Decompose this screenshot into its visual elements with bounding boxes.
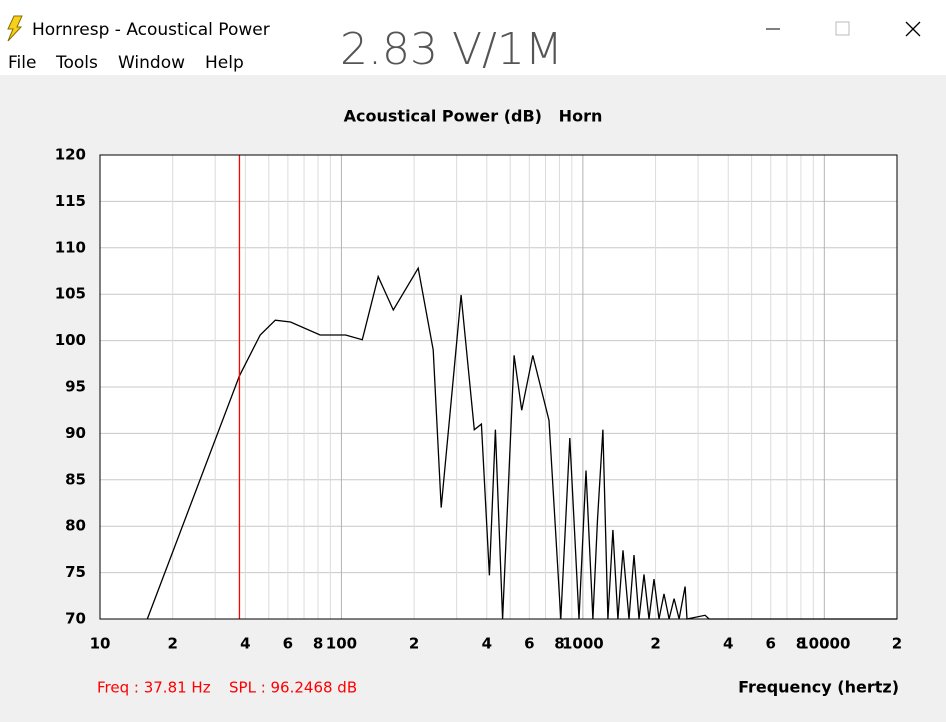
menu-item[interactable]: File (8, 53, 36, 73)
x-axis-label: Frequency (hertz) (738, 678, 899, 697)
plot (146, 155, 897, 620)
y-tick-label: 105 (55, 285, 86, 303)
cursor-spl: SPL : 96.2468 dB (229, 679, 357, 697)
x-tick-label: 2 (409, 635, 419, 653)
x-tick-label: 10 (90, 635, 111, 653)
x-tick-label: 4 (240, 635, 250, 653)
y-tick-label: 90 (65, 424, 86, 442)
x-tick-label: 2 (167, 635, 177, 653)
menu-item[interactable]: Tools (55, 53, 98, 73)
x-tick-label: 8 (313, 635, 323, 653)
response-curve (146, 266, 897, 620)
handwritten-annotation: 2.83 V/1M (340, 24, 563, 75)
x-tick-label: 8 (554, 635, 564, 653)
plot-frame (99, 154, 898, 620)
y-tick-label: 75 (65, 563, 86, 581)
y-tick-label: 120 (55, 146, 86, 164)
close-button[interactable] (905, 21, 921, 37)
y-tick-label: 80 (65, 517, 86, 535)
x-tick-label: 2 (892, 635, 902, 653)
app-icon (7, 15, 23, 42)
x-tick-label: 10000 (798, 635, 850, 653)
y-tick-label: 95 (65, 378, 86, 396)
x-tick-label: 6 (524, 635, 534, 653)
window-title: Hornresp - Acoustical Power (32, 20, 270, 40)
cursor-frequency: Freq : 37.81 Hz (97, 679, 211, 697)
y-tick-label: 100 (55, 331, 86, 349)
y-tick-label: 110 (55, 238, 86, 256)
y-tick-label: 85 (65, 470, 86, 488)
chart-title: Acoustical Power (dB) Horn (344, 107, 603, 126)
menu-item[interactable]: Help (205, 53, 244, 73)
x-tick-label: 4 (482, 635, 492, 653)
x-tick-label: 1000 (562, 635, 604, 653)
maximize-button[interactable] (835, 21, 850, 36)
x-tick-label: 4 (723, 635, 733, 653)
x-tick-label: 2 (650, 635, 660, 653)
x-tick-label: 6 (766, 635, 776, 653)
y-tick-label: 115 (55, 192, 86, 210)
menu-item[interactable]: Window (118, 53, 185, 73)
x-tick-label: 8 (796, 635, 806, 653)
y-tick-label: 70 (65, 610, 86, 628)
x-tick-label: 6 (283, 635, 293, 653)
title-and-menu-bar (0, 0, 946, 75)
x-tick-label: 100 (326, 635, 357, 653)
